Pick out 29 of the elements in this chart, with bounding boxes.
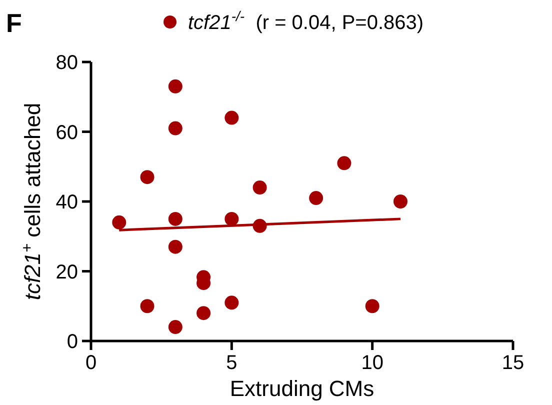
x-tick-label: 5 — [226, 352, 238, 374]
y-tick-label: 0 — [66, 331, 78, 353]
point — [168, 320, 182, 334]
y-tick-label: 40 — [56, 192, 78, 214]
point — [140, 299, 154, 314]
point — [196, 306, 211, 320]
point — [224, 212, 239, 226]
y-tick-label: 60 — [56, 122, 78, 144]
point — [168, 121, 182, 136]
point — [337, 156, 352, 170]
x-axis-title: Extruding CMs — [230, 376, 374, 401]
point — [224, 296, 239, 310]
chart-title: F — [6, 8, 22, 38]
point — [252, 180, 267, 195]
point — [140, 170, 154, 184]
point — [309, 191, 324, 206]
point — [365, 299, 380, 314]
point — [168, 212, 182, 226]
x-tick-label: 10 — [361, 352, 384, 374]
point — [393, 194, 408, 208]
x-tick-label: 15 — [502, 352, 524, 374]
y-tick-label: 20 — [56, 261, 78, 284]
point — [112, 215, 126, 230]
y-tick-label: 80 — [56, 52, 78, 74]
point — [168, 240, 182, 254]
legend-label: tcf21$^{-/-}$ (r = 0.04, P=0.863) — [188, 8, 424, 34]
point — [224, 110, 239, 125]
point — [168, 79, 182, 94]
x-tick-label: 0 — [85, 352, 97, 374]
